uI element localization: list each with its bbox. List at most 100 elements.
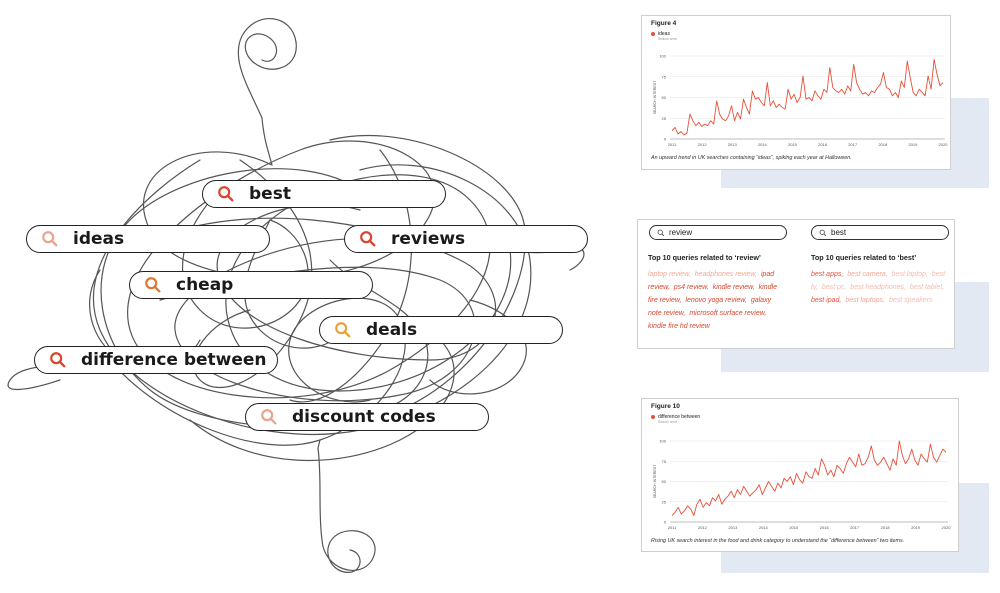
review-query-item[interactable]: kindle review, [712, 284, 757, 291]
y-axis-label: SEARCH INTEREST [653, 464, 657, 499]
best-search-box[interactable]: best [811, 225, 949, 240]
best-query-item[interactable]: best tablet, [909, 284, 945, 291]
search-icon [657, 229, 665, 236]
figure-caption: Rising UK search interest in the food an… [651, 538, 905, 544]
y-tick-label: 0 [664, 520, 667, 525]
x-tick-label: 2018 [881, 525, 891, 530]
best-query-item[interactable]: best headphones, [850, 284, 908, 291]
search-pill-reviews[interactable]: reviews [344, 225, 588, 253]
x-tick-label: 2016 [818, 142, 828, 147]
review-query-item[interactable]: headphones review, [694, 271, 759, 278]
review-query-item[interactable]: lenovo yoga review, [685, 297, 749, 304]
search-pill-difference-between[interactable]: difference between [34, 346, 278, 374]
figure-caption: An upward trend in UK searches containin… [651, 155, 852, 161]
search-icon [50, 352, 66, 368]
series-line [671, 440, 947, 516]
y-tick-label: 50 [662, 95, 667, 100]
legend-label: difference between [658, 414, 701, 420]
review-query-item[interactable]: laptop review, [648, 271, 693, 278]
best-query-item[interactable]: best apps, [811, 271, 846, 278]
review-query-item[interactable]: galaxy note review, [648, 297, 772, 317]
search-pill-label: difference between [81, 350, 267, 370]
x-tick-label: 2014 [758, 142, 768, 147]
review-queries-list: laptop review, headphones review, ipad r… [648, 268, 783, 333]
x-tick-label: 2011 [668, 525, 677, 530]
review-query-item[interactable]: kindle fire hd review [648, 323, 710, 330]
search-pill-label: deals [366, 320, 418, 340]
legend-label: ideas [658, 31, 670, 37]
x-tick-label: 2018 [878, 142, 888, 147]
review-queries-heading: Top 10 queries related to ‘review’ [648, 253, 761, 262]
review-query-item[interactable]: ipad review, [648, 271, 775, 291]
x-tick-label: 2017 [850, 525, 860, 530]
review-query-item[interactable]: ps4 review, [673, 284, 711, 291]
y-tick-label: 100 [659, 439, 666, 444]
x-tick-label: 2014 [759, 525, 769, 530]
series-line [671, 58, 944, 136]
x-tick-label: 2011 [668, 142, 677, 147]
review-search-box[interactable]: review [649, 225, 787, 240]
search-pill-label: best [249, 184, 291, 204]
y-tick-label: 75 [662, 459, 667, 464]
x-tick-label: 2017 [848, 142, 858, 147]
search-icon [42, 231, 58, 247]
search-pill-discount-codes[interactable]: discount codes [245, 403, 489, 431]
review-query-item[interactable]: microsoft surface review, [689, 310, 767, 317]
best-query-item[interactable]: best laptop, [891, 271, 930, 278]
legend-subtitle: Search term [658, 420, 678, 424]
y-axis-label: SEARCH INTEREST [653, 80, 657, 115]
best-query-item[interactable]: best tv, [811, 271, 946, 291]
figure-title: Figure 10 [651, 403, 680, 410]
search-pill-best[interactable]: best [202, 180, 446, 208]
y-tick-label: 25 [662, 499, 667, 504]
best-queries-heading: Top 10 queries related to ‘best’ [811, 253, 917, 262]
x-tick-label: 2012 [698, 142, 708, 147]
y-tick-label: 0 [664, 137, 667, 142]
search-pill-label: discount codes [292, 407, 436, 427]
figure-title: Figure 4 [651, 20, 677, 27]
x-tick-label: 2020 [942, 525, 952, 530]
legend-subtitle: Search term [658, 37, 678, 41]
x-tick-label: 2019 [911, 525, 921, 530]
search-icon [819, 229, 827, 236]
best-query-item[interactable]: best ipad, [811, 297, 844, 304]
y-tick-label: 100 [659, 54, 666, 59]
search-icon [261, 409, 277, 425]
search-pill-label: cheap [176, 275, 234, 295]
y-tick-label: 50 [662, 479, 667, 484]
figure10-card: Figure 10 difference between Search term… [641, 398, 959, 552]
search-pill-cheap[interactable]: cheap [129, 271, 373, 299]
best-queries-list: best apps, best camera, best laptop, bes… [811, 268, 946, 307]
figure4-line-chart: 0 25 50 75 100 SEARCH INTEREST 2011 2012 2013 201… [653, 54, 949, 148]
search-pill-label: reviews [391, 229, 466, 249]
search-pill-label: ideas [73, 229, 125, 249]
chart-legend: difference between [651, 414, 700, 420]
review-query-item[interactable]: kindle fire review, [648, 284, 777, 304]
search-icon [145, 277, 161, 293]
search-icon [218, 186, 234, 202]
x-tick-label: 2013 [728, 142, 738, 147]
x-tick-label: 2019 [908, 142, 918, 147]
search-pill-ideas[interactable]: ideas [26, 225, 270, 253]
queries-card: review best Top 10 queries related to ‘r… [637, 219, 955, 349]
best-query-item[interactable]: best pc, [821, 284, 849, 291]
y-tick-label: 25 [662, 116, 667, 121]
x-tick-label: 2012 [698, 525, 708, 530]
legend-dot [651, 31, 655, 36]
search-pill-deals[interactable]: deals [319, 316, 563, 344]
x-tick-label: 2015 [789, 525, 799, 530]
x-tick-label: 2013 [728, 525, 738, 530]
search-query-text: review [669, 228, 693, 237]
search-icon [335, 322, 351, 338]
chart-legend: ideas [651, 31, 670, 37]
best-query-item[interactable]: best laptops, [845, 297, 887, 304]
search-icon [360, 231, 376, 247]
legend-dot [651, 414, 655, 419]
best-query-item[interactable]: best camera, [847, 271, 890, 278]
search-query-text: best [831, 228, 847, 237]
figure4-card: Figure 4 ideas Search term 0 25 50 75 100 SEA… [641, 15, 951, 170]
best-query-item[interactable]: best speakers [888, 297, 933, 304]
x-tick-label: 2015 [788, 142, 798, 147]
y-tick-label: 75 [662, 74, 667, 79]
x-tick-label: 2020 [939, 142, 949, 147]
